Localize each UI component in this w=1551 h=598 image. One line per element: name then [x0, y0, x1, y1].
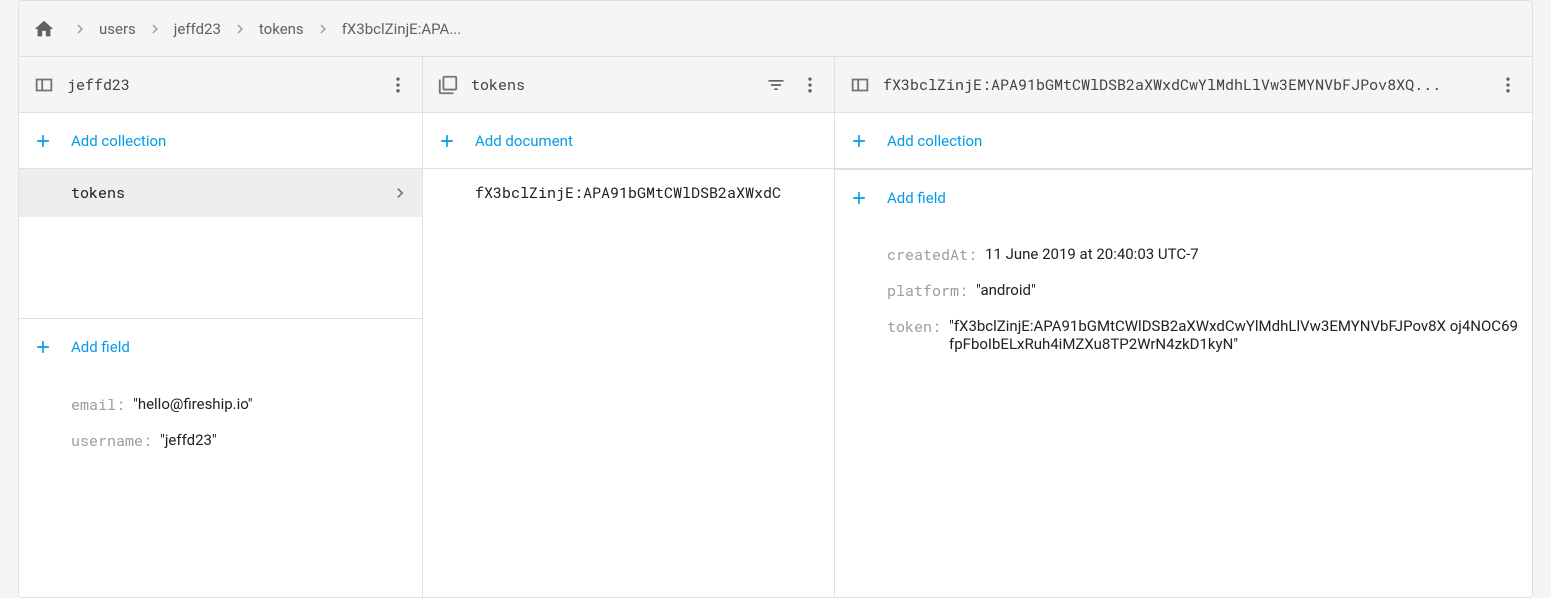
- breadcrumb-item[interactable]: jeffd23: [174, 20, 221, 38]
- plus-icon: [437, 131, 457, 151]
- column-title: fX3bclZinjE:APA91bGMtCWlDSB2aXWxdCwYlMdh…: [883, 75, 1498, 95]
- document-icon: [849, 74, 871, 96]
- add-field-button[interactable]: Add field: [835, 169, 1532, 225]
- field-value: "fX3bclZinjE:APA91bGMtCWlDSB2aXWxdCwYlMd…: [949, 317, 1518, 353]
- chevron-right-icon: [146, 20, 164, 38]
- field-key: token:: [887, 317, 941, 337]
- filter-icon[interactable]: [766, 75, 786, 95]
- document-detail-column: fX3bclZinjE:APA91bGMtCWlDSB2aXWxdCwYlMdh…: [835, 57, 1532, 597]
- field-key: platform:: [887, 281, 968, 301]
- collection-icon: [437, 74, 459, 96]
- chevron-right-icon: [71, 20, 89, 38]
- document-icon: [33, 74, 55, 96]
- breadcrumb: users jeffd23 tokens fX3bclZinjE:APA...: [19, 1, 1532, 57]
- column-header: fX3bclZinjE:APA91bGMtCWlDSB2aXWxdCwYlMdh…: [835, 57, 1532, 113]
- document-item[interactable]: fX3bclZinjE:APA91bGMtCWlDSB2aXWxdC: [423, 169, 834, 217]
- chevron-right-icon: [314, 20, 332, 38]
- column-title: tokens: [471, 75, 766, 95]
- column-header: tokens: [423, 57, 834, 113]
- add-collection-button[interactable]: Add collection: [835, 113, 1532, 169]
- field-key: email:: [71, 395, 125, 415]
- add-document-label: Add document: [475, 132, 573, 150]
- field-value: 11 June 2019 at 20:40:03 UTC-7: [985, 245, 1199, 263]
- add-field-label: Add field: [71, 338, 130, 356]
- more-icon[interactable]: [1498, 75, 1518, 95]
- chevron-right-icon: [231, 20, 249, 38]
- spacer: [19, 217, 422, 319]
- collection-item-tokens[interactable]: tokens: [19, 169, 422, 217]
- field-key: createdAt:: [887, 245, 977, 265]
- more-icon[interactable]: [800, 75, 820, 95]
- field-row[interactable]: token: "fX3bclZinjE:APA91bGMtCWlDSB2aXWx…: [835, 309, 1532, 361]
- breadcrumb-item[interactable]: users: [99, 20, 136, 38]
- add-collection-button[interactable]: Add collection: [19, 113, 422, 169]
- plus-icon: [33, 131, 53, 151]
- field-row[interactable]: createdAt: 11 June 2019 at 20:40:03 UTC-…: [835, 237, 1532, 273]
- more-icon[interactable]: [388, 75, 408, 95]
- home-icon[interactable]: [33, 18, 55, 40]
- add-document-button[interactable]: Add document: [423, 113, 834, 169]
- fields-list: createdAt: 11 June 2019 at 20:40:03 UTC-…: [835, 225, 1532, 373]
- document-id: fX3bclZinjE:APA91bGMtCWlDSB2aXWxdC: [475, 183, 781, 203]
- collection-column: tokens Add document: [423, 57, 835, 597]
- fields-list: email: "hello@fireship.io" username: "je…: [19, 375, 422, 471]
- field-key: username:: [71, 431, 152, 451]
- document-column: jeffd23 Add collection tokens: [19, 57, 423, 597]
- plus-icon: [849, 188, 869, 208]
- collection-name: tokens: [71, 183, 125, 203]
- breadcrumb-item[interactable]: tokens: [259, 20, 304, 38]
- field-row[interactable]: username: "jeffd23": [19, 423, 422, 459]
- field-row[interactable]: platform: "android": [835, 273, 1532, 309]
- chevron-right-icon: [390, 183, 410, 203]
- field-value: "android": [976, 281, 1036, 299]
- plus-icon: [849, 131, 869, 151]
- field-value: "jeffd23": [160, 431, 217, 449]
- breadcrumb-item[interactable]: fX3bclZinjE:APA...: [342, 20, 462, 38]
- field-row[interactable]: email: "hello@fireship.io": [19, 387, 422, 423]
- plus-icon: [33, 337, 53, 357]
- add-collection-label: Add collection: [887, 132, 982, 150]
- add-field-label: Add field: [887, 189, 946, 207]
- add-collection-label: Add collection: [71, 132, 166, 150]
- column-header: jeffd23: [19, 57, 422, 113]
- column-title: jeffd23: [67, 75, 388, 95]
- add-field-button[interactable]: Add field: [19, 319, 422, 375]
- field-value: "hello@fireship.io": [133, 395, 253, 413]
